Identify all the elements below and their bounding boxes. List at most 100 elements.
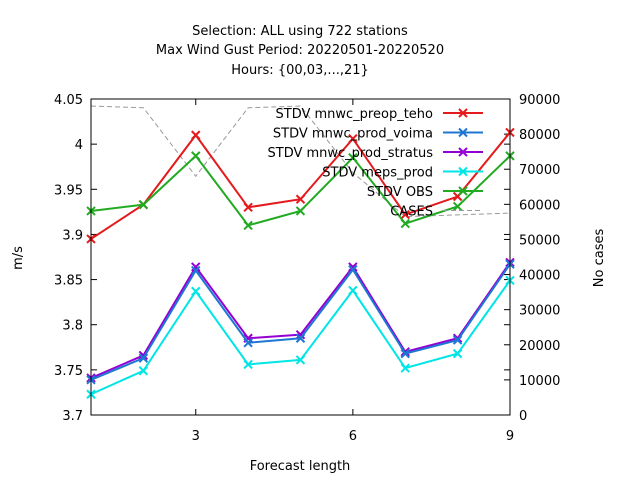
y2-tick-label: 10000: [519, 374, 560, 389]
y2-tick-label: 0: [519, 409, 527, 424]
series-line: [90, 263, 511, 381]
title-line-2: Max Wind Gust Period: 20220501-20220520: [156, 43, 444, 58]
legend: STDV mnwc_preop_teho STDV mnwc_prod_voima…: [268, 107, 483, 220]
point-marker-stroke: [191, 262, 201, 272]
y2-tick-label: 70000: [519, 163, 560, 178]
legend-marker-stroke: [458, 186, 468, 196]
point-marker-stroke: [243, 202, 253, 213]
data-point: [348, 134, 358, 144]
point-marker-stroke: [138, 199, 149, 210]
y-tick-label: 4: [75, 138, 83, 153]
point-marker-stroke: [348, 152, 358, 163]
y-tick-label: 3.9: [62, 228, 83, 243]
y-tick-label: 3.75: [54, 364, 83, 379]
legend-entry: STDV mnwc_preop_teho: [276, 107, 483, 122]
legend-label: STDV mnwc_prod_stratus: [268, 146, 434, 161]
y2-tick-label: 30000: [519, 304, 560, 319]
data-point: [191, 262, 201, 272]
y2-tick-label: 60000: [519, 198, 560, 213]
point-marker-stroke: [138, 366, 149, 376]
data-point: [138, 366, 149, 376]
point-marker-stroke: [452, 201, 463, 212]
y-tick-label: 3.7: [62, 409, 83, 424]
y-tick-label: 3.95: [54, 183, 83, 198]
data-point: [295, 194, 306, 204]
point-marker-stroke: [191, 130, 201, 140]
y2-tick-label: 90000: [519, 93, 560, 108]
data-point: [295, 355, 306, 365]
data-point: [400, 363, 410, 373]
point-marker-stroke: [295, 194, 306, 204]
data-point: [295, 333, 306, 343]
data-point: [348, 264, 358, 275]
title-line-3: Hours: {00,03,...,21}: [231, 63, 369, 78]
data-point: [138, 199, 149, 210]
point-marker-stroke: [295, 206, 306, 216]
x-axis-label: Forecast length: [250, 459, 351, 474]
data-point: [191, 130, 201, 140]
y2-tick-label: 50000: [519, 233, 560, 248]
point-marker-stroke: [191, 265, 201, 276]
y2-tick-label: 20000: [519, 339, 560, 354]
point-marker-stroke: [348, 134, 358, 144]
legend-entry: STDV OBS: [367, 185, 483, 200]
point-marker-stroke: [295, 333, 306, 343]
data-point: [191, 286, 201, 297]
point-marker-stroke: [295, 329, 306, 340]
legend-label: STDV mnwc_prod_voima: [273, 127, 433, 142]
title-line-1: Selection: ALL using 722 stations: [192, 24, 408, 39]
legend-entry: CASES: [390, 205, 483, 220]
legend-label: STDV OBS: [367, 185, 433, 200]
data-point: [243, 220, 253, 231]
y2-tick-label: 40000: [519, 269, 560, 284]
legend-label: CASES: [390, 205, 433, 220]
data-point: [295, 206, 306, 216]
point-marker-stroke: [400, 348, 410, 359]
y2-axis-label: No cases: [592, 229, 607, 288]
point-marker-stroke: [348, 262, 358, 272]
axes-layer: 3.7 3.75 3.8 3.85 3.9 3.95 4 4.05 0 10000 20000 300…: [54, 93, 560, 444]
data-point: [243, 202, 253, 213]
series-stdv-mnwc_prod_stratus: [86, 257, 515, 383]
series-line: [90, 105, 511, 218]
legend-marker-stroke: [458, 127, 468, 138]
legend-marker-stroke: [458, 166, 468, 177]
legend-marker-stroke: [458, 147, 468, 157]
series-stdv-mnwc_prod_voima: [86, 259, 515, 385]
legend-entry: STDV meps_prod: [322, 166, 483, 181]
legend-label: STDV meps_prod: [322, 166, 433, 181]
x-tick-label: 6: [349, 429, 357, 444]
y-axis-label: m/s: [11, 246, 26, 270]
data-point: [295, 329, 306, 340]
data-point: [243, 338, 253, 348]
y-tick-label: 3.85: [54, 274, 83, 289]
plot-frame: [90, 98, 511, 416]
point-marker-stroke: [400, 363, 410, 373]
data-point: [191, 265, 201, 276]
data-point: [452, 348, 463, 359]
legend-marker-stroke: [458, 108, 468, 118]
data-point: [138, 353, 149, 363]
point-marker-stroke: [452, 348, 463, 359]
legend-label: STDV mnwc_preop_teho: [276, 107, 434, 122]
data-point: [452, 335, 463, 345]
x-tick-label: 9: [506, 429, 514, 444]
point-marker-stroke: [295, 355, 306, 365]
point-marker-stroke: [348, 285, 358, 296]
legend-entry: STDV mnwc_prod_stratus: [268, 146, 483, 161]
data-point: [348, 152, 358, 163]
data-point: [400, 209, 410, 220]
data-point: [348, 262, 358, 272]
legend-entry: STDV mnwc_prod_voima: [273, 127, 483, 142]
data-point: [400, 218, 410, 229]
point-marker-stroke: [191, 286, 201, 297]
data-point: [191, 151, 201, 161]
point-marker-stroke: [138, 353, 149, 363]
point-marker-stroke: [243, 359, 253, 370]
y-tick-label: 3.8: [62, 319, 83, 334]
data-point: [348, 285, 358, 296]
y2-tick-label: 80000: [519, 128, 560, 143]
series-stdv-obs: [86, 151, 515, 231]
chart-title: Selection: ALL using 722 stations Max Wi…: [156, 24, 444, 78]
